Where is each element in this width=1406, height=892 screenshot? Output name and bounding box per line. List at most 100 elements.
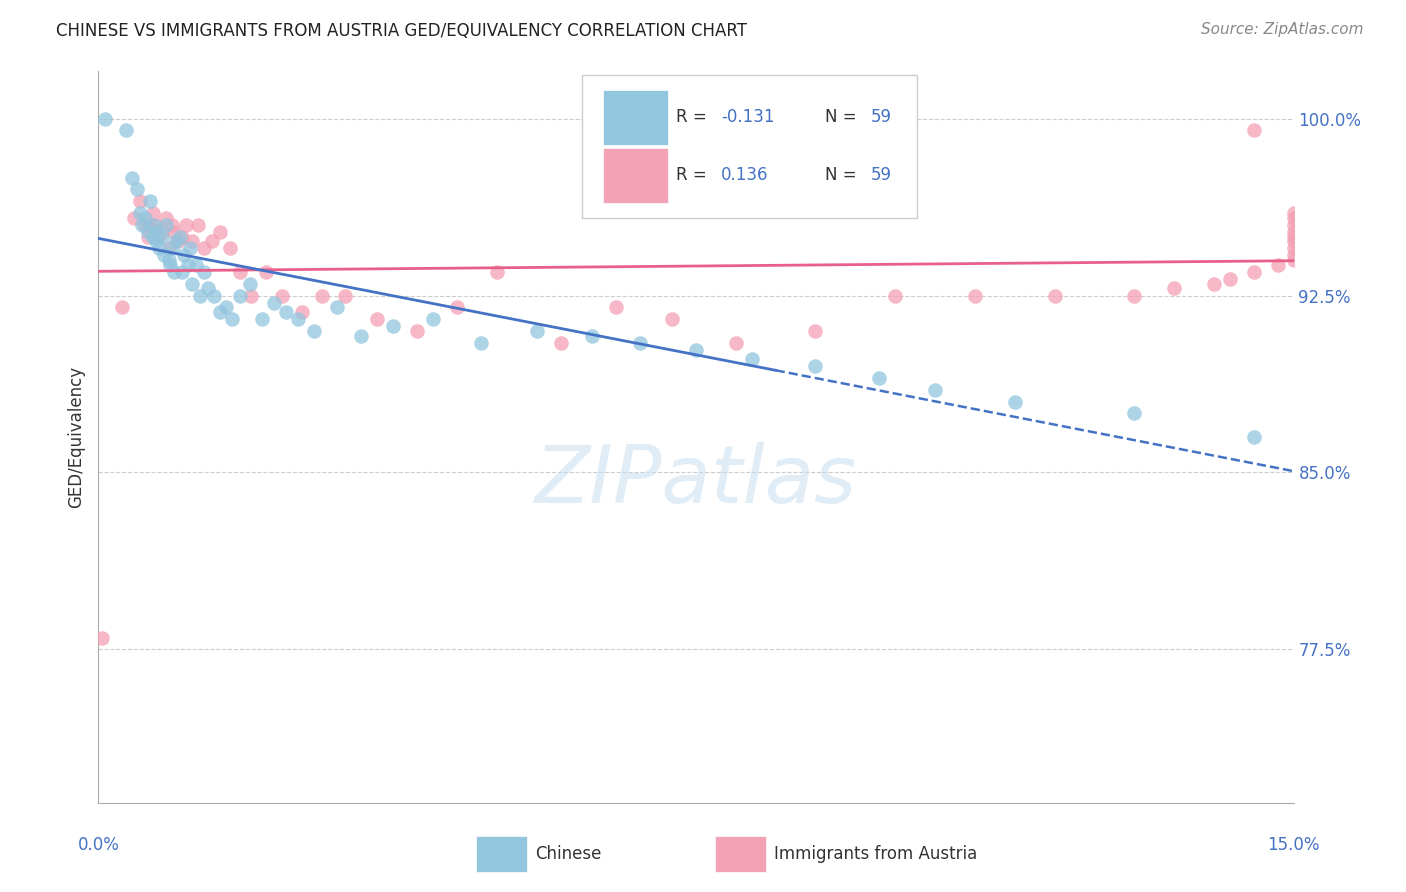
Point: [685, 343, 707, 357]
Point: [1219, 272, 1241, 286]
Point: [172, 229, 194, 244]
Point: [152, 248, 174, 262]
Point: [1243, 123, 1265, 137]
Point: [485, 265, 508, 279]
Point: [1004, 394, 1026, 409]
Point: [302, 324, 325, 338]
Point: [155, 218, 177, 232]
FancyBboxPatch shape: [477, 837, 527, 871]
Point: [184, 258, 207, 272]
Point: [1282, 234, 1305, 248]
Text: N =: N =: [825, 108, 862, 126]
Point: [1282, 218, 1305, 232]
Point: [124, 211, 146, 225]
Point: [131, 218, 153, 232]
Text: Immigrants from Austria: Immigrants from Austria: [773, 845, 977, 863]
Text: 59: 59: [870, 108, 891, 126]
Point: [526, 324, 548, 338]
Point: [139, 218, 162, 232]
Point: [173, 248, 195, 262]
Point: [1043, 288, 1066, 302]
Point: [311, 288, 333, 302]
Point: [1202, 277, 1225, 291]
Point: [1282, 206, 1305, 220]
Point: [163, 265, 186, 279]
Point: [1163, 281, 1185, 295]
Point: [208, 305, 231, 319]
Point: [406, 324, 429, 338]
Point: [1123, 407, 1146, 421]
Point: [254, 265, 277, 279]
FancyBboxPatch shape: [582, 75, 917, 218]
Text: 15.0%: 15.0%: [1267, 836, 1320, 854]
Point: [139, 194, 162, 208]
Point: [239, 277, 262, 291]
Point: [215, 301, 238, 315]
Point: [157, 253, 180, 268]
Point: [219, 241, 242, 255]
Point: [1267, 258, 1289, 272]
Point: [142, 206, 165, 220]
Point: [1282, 225, 1305, 239]
Point: [605, 301, 627, 315]
Point: [446, 301, 468, 315]
Point: [190, 288, 212, 302]
Point: [145, 234, 167, 248]
Point: [287, 312, 309, 326]
Point: [136, 225, 159, 239]
Point: [134, 218, 156, 232]
Text: Source: ZipAtlas.com: Source: ZipAtlas.com: [1201, 22, 1364, 37]
Point: [229, 265, 252, 279]
Point: [167, 234, 190, 248]
Point: [274, 305, 297, 319]
Point: [350, 328, 373, 343]
FancyBboxPatch shape: [716, 837, 766, 871]
Point: [128, 206, 150, 220]
Point: [741, 352, 763, 367]
Text: -0.131: -0.131: [721, 108, 775, 126]
Point: [115, 123, 138, 137]
Point: [628, 335, 651, 350]
Point: [111, 301, 134, 315]
Point: [91, 631, 114, 645]
Point: [326, 301, 349, 315]
Point: [924, 383, 946, 397]
Point: [1282, 253, 1305, 268]
Point: [208, 225, 231, 239]
FancyBboxPatch shape: [603, 148, 668, 203]
FancyBboxPatch shape: [603, 90, 668, 145]
Text: R =: R =: [676, 166, 711, 185]
Text: R =: R =: [676, 108, 711, 126]
Point: [142, 229, 165, 244]
Point: [724, 335, 747, 350]
Point: [150, 225, 173, 239]
Point: [128, 194, 150, 208]
Point: [202, 288, 225, 302]
Point: [270, 288, 292, 302]
Text: N =: N =: [825, 166, 862, 185]
Text: 0.0%: 0.0%: [77, 836, 120, 854]
Point: [193, 241, 215, 255]
Point: [143, 218, 166, 232]
Point: [581, 328, 603, 343]
Point: [159, 258, 181, 272]
Point: [550, 335, 572, 350]
Point: [661, 312, 683, 326]
Point: [221, 312, 243, 326]
Point: [125, 182, 148, 196]
Point: [150, 229, 173, 244]
Point: [174, 218, 197, 232]
Point: [1282, 229, 1305, 244]
Point: [1123, 288, 1146, 302]
Point: [176, 258, 198, 272]
Point: [229, 288, 252, 302]
Point: [240, 288, 263, 302]
Point: [160, 241, 183, 255]
Point: [197, 281, 219, 295]
Point: [166, 234, 188, 248]
Point: [181, 234, 204, 248]
Point: [868, 371, 890, 385]
Point: [963, 288, 986, 302]
Point: [335, 288, 357, 302]
Point: [148, 229, 170, 244]
